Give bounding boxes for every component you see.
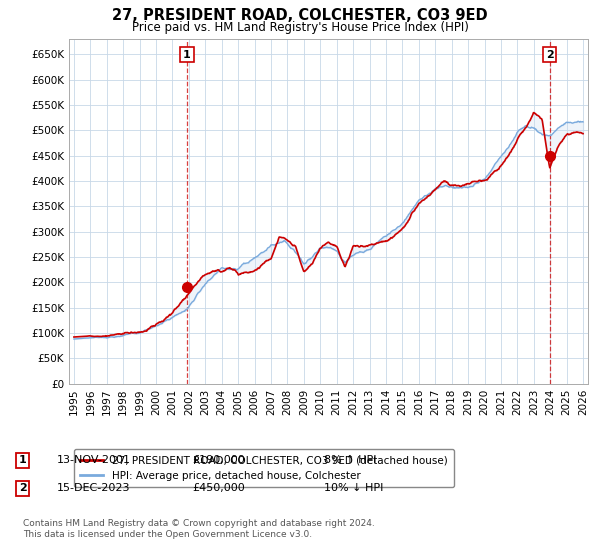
Text: Price paid vs. HM Land Registry's House Price Index (HPI): Price paid vs. HM Land Registry's House … [131,21,469,34]
Text: 2: 2 [545,49,553,59]
Text: £450,000: £450,000 [192,483,245,493]
Text: 8% ↑ HPI: 8% ↑ HPI [324,455,377,465]
Text: 10% ↓ HPI: 10% ↓ HPI [324,483,383,493]
Text: Contains HM Land Registry data © Crown copyright and database right 2024.
This d: Contains HM Land Registry data © Crown c… [23,520,374,539]
Text: 27, PRESIDENT ROAD, COLCHESTER, CO3 9ED: 27, PRESIDENT ROAD, COLCHESTER, CO3 9ED [112,8,488,24]
Text: 15-DEC-2023: 15-DEC-2023 [57,483,131,493]
Text: 2: 2 [19,483,26,493]
Text: 1: 1 [19,455,26,465]
Text: £190,000: £190,000 [192,455,245,465]
Text: 1: 1 [183,49,191,59]
Legend: 27, PRESIDENT ROAD, COLCHESTER, CO3 9ED (detached house), HPI: Average price, de: 27, PRESIDENT ROAD, COLCHESTER, CO3 9ED … [74,449,454,487]
Text: 13-NOV-2001: 13-NOV-2001 [57,455,131,465]
